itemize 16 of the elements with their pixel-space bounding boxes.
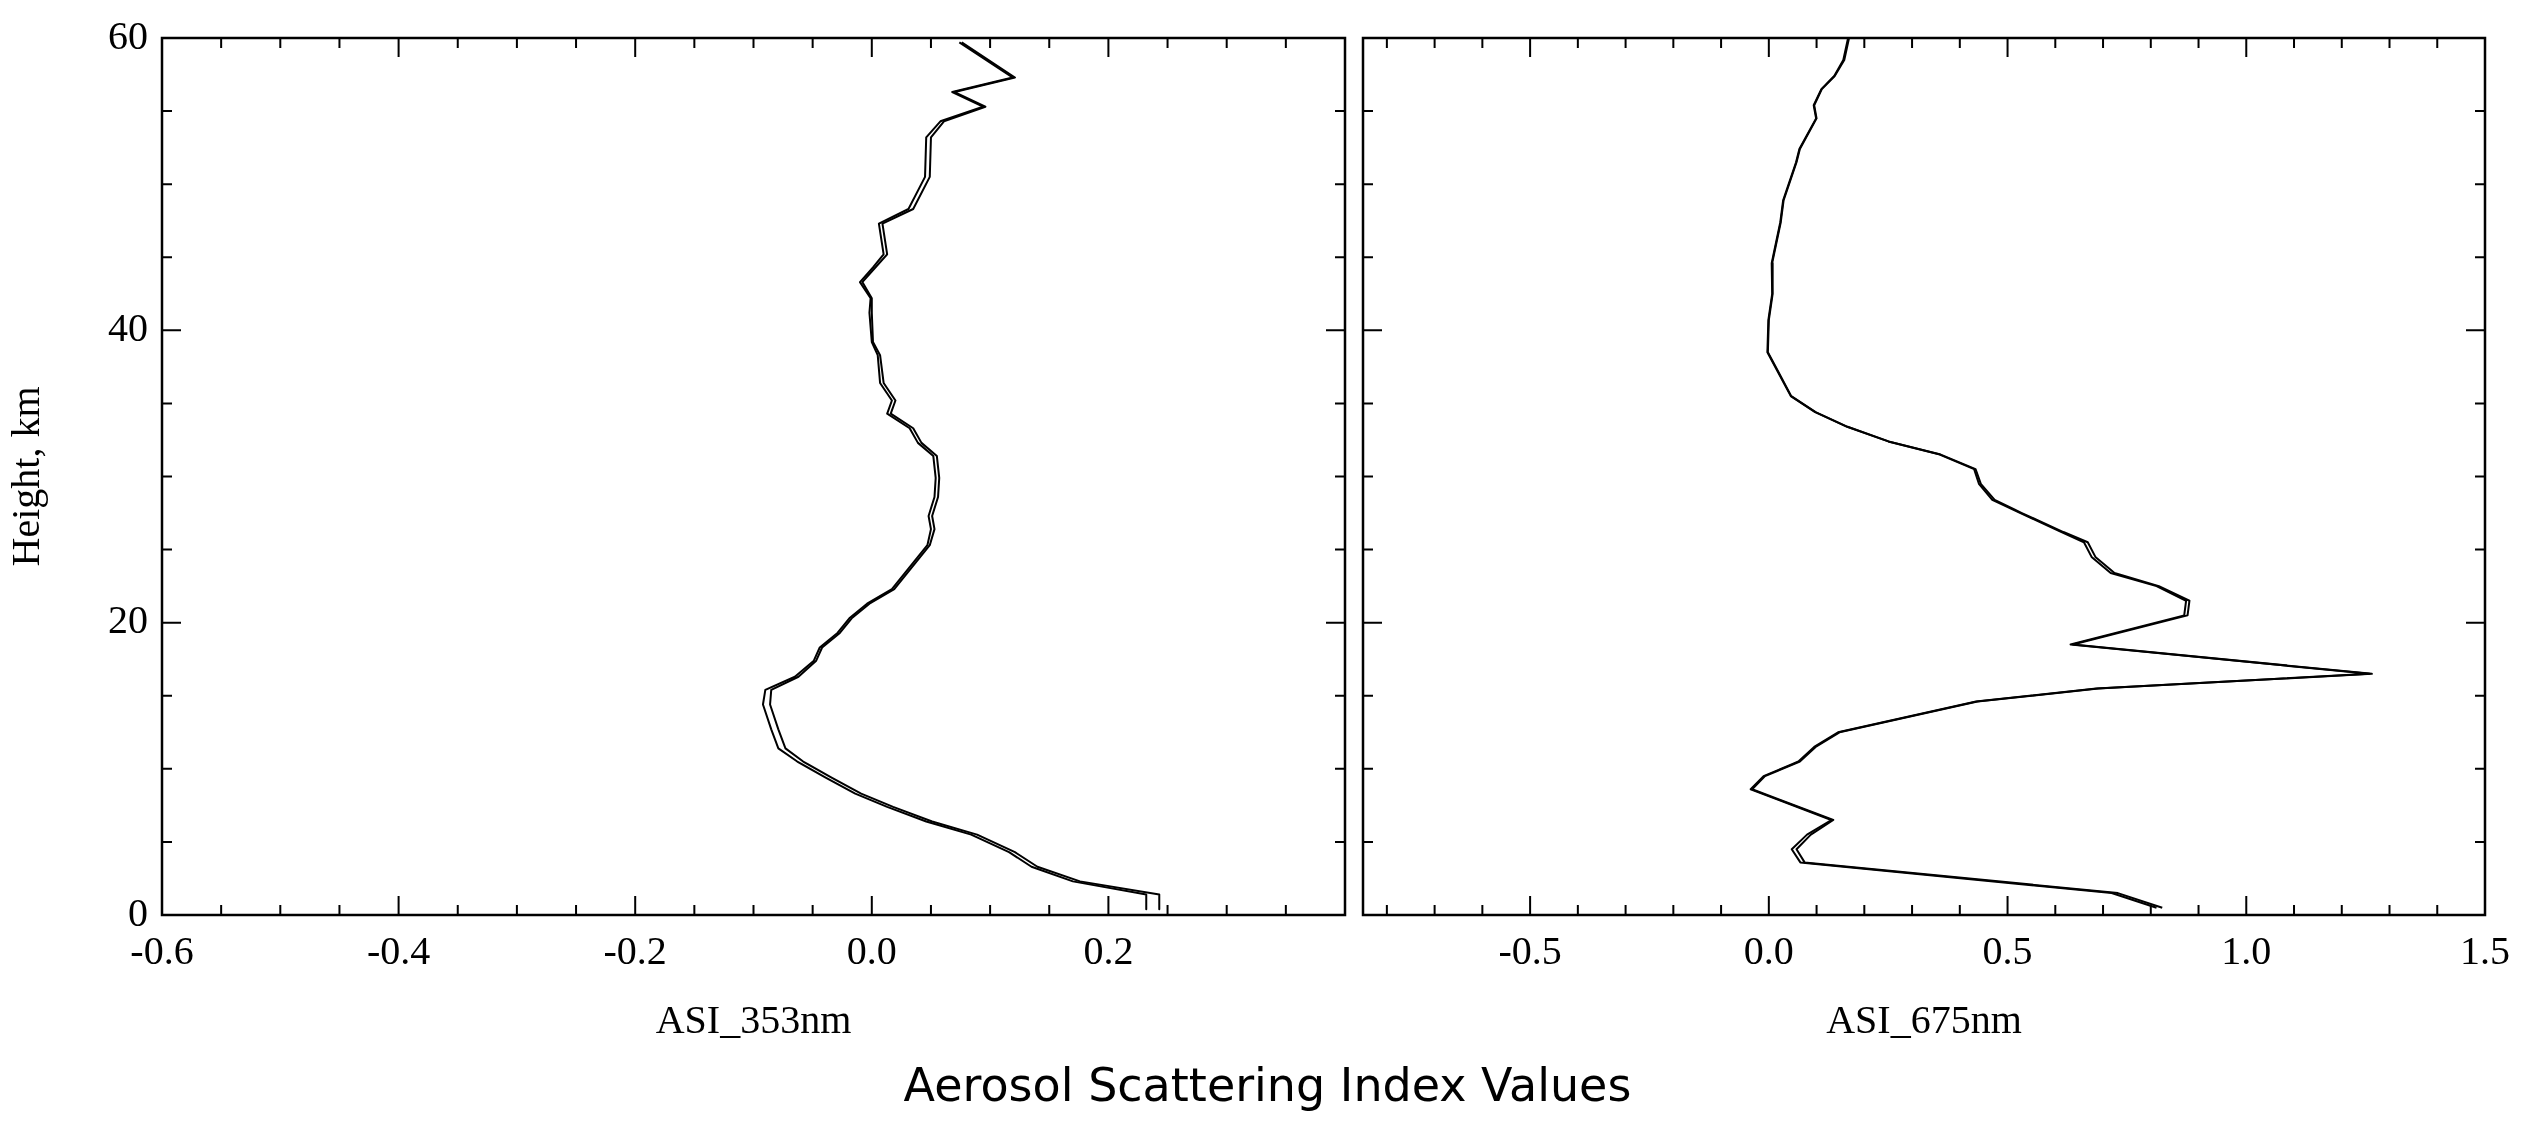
x-tick-label: 0.0 bbox=[1743, 927, 1794, 973]
x-tick-label: -0.5 bbox=[1498, 927, 1562, 973]
y-tick-label: 40 bbox=[108, 304, 148, 350]
y-axis-title: Height, km bbox=[2, 386, 48, 567]
x-axis-title: ASI_353nm bbox=[655, 996, 852, 1042]
y-tick-label: 60 bbox=[108, 12, 148, 58]
text: Aerosol Scattering Index Values bbox=[902, 1058, 1633, 1112]
x-tick-label: 0.5 bbox=[1982, 927, 2033, 973]
x-tick-label: 0.0 bbox=[846, 927, 897, 973]
x-axis-title: ASI_675nm bbox=[1826, 996, 2022, 1042]
x-tick-label: -0.4 bbox=[366, 927, 431, 973]
x-tick-label: 0.2 bbox=[1083, 927, 1134, 973]
x-tick-label: 1.0 bbox=[2221, 927, 2272, 973]
x-tick-label: 1.5 bbox=[2460, 927, 2510, 973]
y-tick-label: 20 bbox=[108, 597, 148, 643]
x-tick-label: -0.2 bbox=[603, 927, 667, 973]
